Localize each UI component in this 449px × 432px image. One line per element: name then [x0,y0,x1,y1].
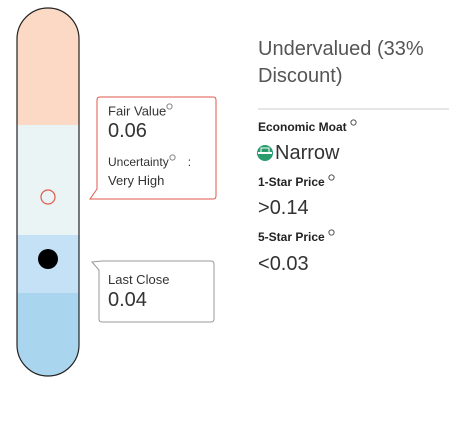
last-close-callout [90,260,215,323]
info-icon [169,154,176,161]
last-close-value: 0.04 [108,289,147,311]
last-close-marker [38,249,58,269]
uncertainty-label: Uncertainty: [108,154,192,169]
moat-value: Narrow [275,142,340,164]
last-close-label: Last Close [108,272,170,287]
moat-label: Economic Moat [258,119,357,134]
info-icon [328,174,335,181]
fair-value-label: Fair Value [108,103,173,118]
uncertainty-value: Very High [108,173,165,188]
info-icon [166,103,173,110]
info-icon [350,119,357,126]
one-star-label: 1-Star Price [258,174,335,189]
fair-value-marker [40,189,56,205]
fair-value-callout [89,96,217,200]
valuation-status: Undervalued (33% Discount) [258,38,424,87]
moat-icon [257,145,273,161]
five-star-label: 5-Star Price [258,229,335,244]
five-star-price: <0.03 [258,253,309,275]
fair-value: 0.06 [108,120,147,142]
one-star-price: >0.14 [258,197,309,219]
valuation-bar [17,8,79,376]
info-icon [328,229,335,236]
bar-outline [16,7,80,377]
